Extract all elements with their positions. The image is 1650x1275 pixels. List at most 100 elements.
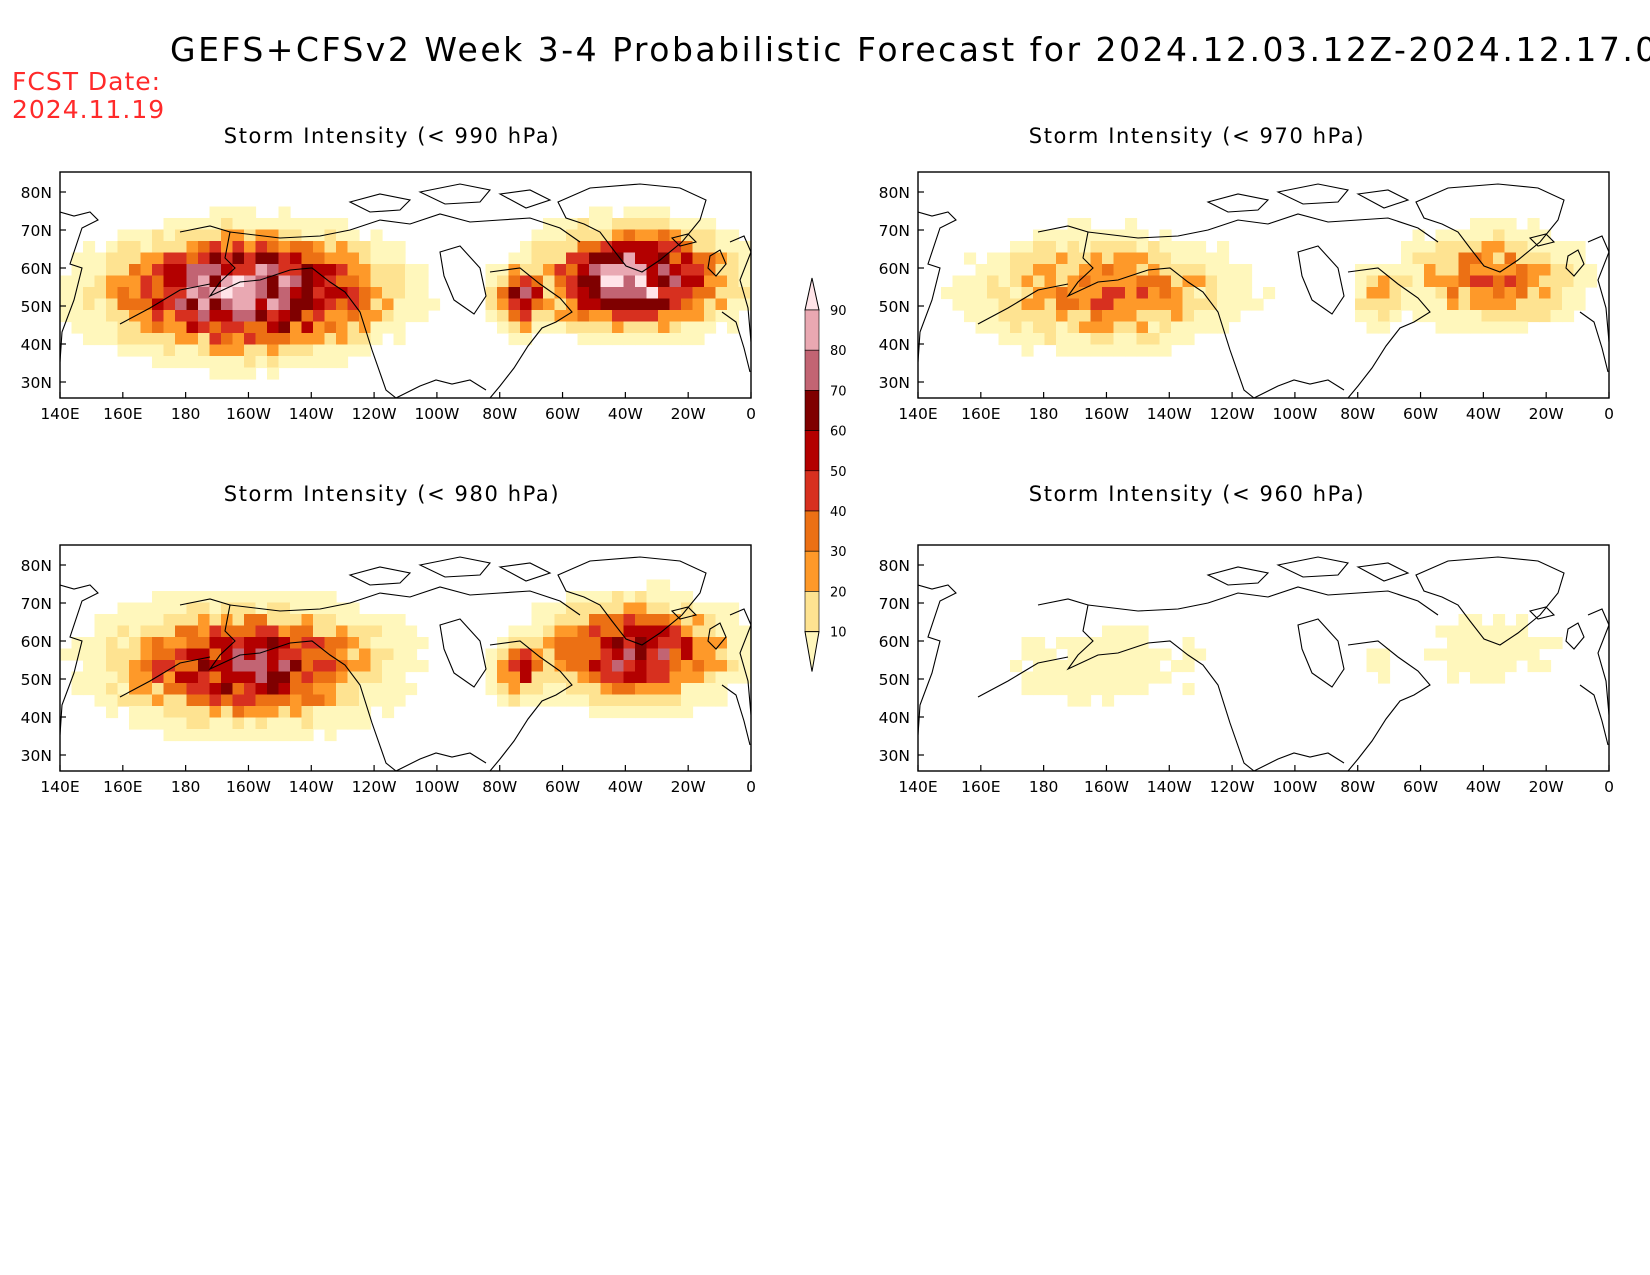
- probability-cell: [186, 637, 199, 650]
- probability-cell: [1102, 648, 1115, 661]
- probability-cell: [175, 683, 188, 696]
- probability-cell: [278, 614, 291, 627]
- probability-cell: [750, 275, 751, 288]
- probability-cell: [1504, 310, 1517, 323]
- probability-cell: [658, 241, 671, 254]
- probability-cell: [738, 660, 751, 673]
- probability-cell: [646, 648, 659, 661]
- x-tick-label: 100W: [1272, 405, 1317, 423]
- probability-cell: [1159, 298, 1172, 311]
- probability-cell: [301, 602, 314, 615]
- probability-cell: [1090, 241, 1103, 254]
- probability-cell: [232, 614, 245, 627]
- probability-cell: [1527, 275, 1540, 288]
- forecast-date-label: FCST Date:: [12, 67, 162, 96]
- probability-cell: [623, 637, 636, 650]
- probability-cell: [1504, 287, 1517, 300]
- probability-cell: [692, 241, 705, 254]
- probability-cell: [520, 321, 533, 334]
- probability-cell: [964, 310, 977, 323]
- probability-cell: [577, 602, 590, 615]
- x-tick-label: 40W: [1466, 778, 1501, 796]
- probability-cell: [416, 275, 429, 288]
- probability-cell: [186, 614, 199, 627]
- probability-cell: [186, 648, 199, 661]
- probability-cell: [163, 694, 176, 707]
- probability-cell: [106, 287, 119, 300]
- probability-cell: [382, 287, 395, 300]
- probability-cell: [1125, 218, 1138, 231]
- probability-cell: [278, 625, 291, 638]
- probability-cell: [646, 264, 659, 277]
- probability-cell: [347, 683, 360, 696]
- probability-cell: [117, 264, 130, 277]
- probability-cell: [278, 717, 291, 730]
- probability-cell: [94, 298, 107, 311]
- probability-cell: [175, 717, 188, 730]
- probability-cell: [140, 637, 153, 650]
- probability-cell: [727, 241, 740, 254]
- probability-cell: [1067, 298, 1080, 311]
- probability-cell: [727, 287, 740, 300]
- probability-cell: [998, 321, 1011, 334]
- probability-cell: [1447, 321, 1460, 334]
- probability-cell: [370, 287, 383, 300]
- probability-cell: [1378, 298, 1391, 311]
- probability-cell: [554, 683, 567, 696]
- probability-cell: [1136, 683, 1149, 696]
- probability-cell: [1033, 287, 1046, 300]
- probability-cell: [301, 694, 314, 707]
- probability-cell: [508, 264, 521, 277]
- probability-cell: [163, 648, 176, 661]
- probability-cell: [301, 275, 314, 288]
- probability-cell: [301, 625, 314, 638]
- probability-cell: [60, 648, 73, 661]
- probability-cell: [313, 648, 326, 661]
- probability-cell: [715, 275, 728, 288]
- y-tick-label: 70N: [21, 595, 52, 613]
- probability-cell: [336, 717, 349, 730]
- probability-cell: [106, 298, 119, 311]
- probability-cell: [750, 264, 751, 277]
- probability-cell: [1125, 671, 1138, 684]
- probability-cell: [554, 625, 567, 638]
- probability-cell: [129, 660, 142, 673]
- probability-cell: [658, 333, 671, 346]
- probability-cell: [255, 241, 268, 254]
- probability-cell: [1481, 264, 1494, 277]
- probability-cell: [727, 275, 740, 288]
- probability-cell: [117, 229, 130, 242]
- probability-cell: [106, 252, 119, 265]
- probability-cell: [416, 298, 429, 311]
- probability-cell: [612, 637, 625, 650]
- probability-cell: [1516, 298, 1529, 311]
- probability-cell: [152, 344, 165, 357]
- probability-cell: [1056, 229, 1069, 242]
- probability-cell: [635, 591, 648, 604]
- probability-cell: [1171, 298, 1184, 311]
- probability-cell: [117, 287, 130, 300]
- probability-cell: [612, 264, 625, 277]
- probability-cell: [1217, 241, 1230, 254]
- probability-cell: [589, 241, 602, 254]
- probability-cell: [531, 229, 544, 242]
- probability-cell: [267, 706, 280, 719]
- y-tick-label: 70N: [21, 222, 52, 240]
- probability-cell: [1470, 671, 1483, 684]
- probability-cell: [1504, 252, 1517, 265]
- probability-cell: [255, 321, 268, 334]
- probability-cell: [998, 310, 1011, 323]
- probability-cell: [163, 683, 176, 696]
- probability-cell: [278, 275, 291, 288]
- probability-cell: [106, 671, 119, 684]
- probability-cell: [738, 287, 751, 300]
- probability-cell: [531, 602, 544, 615]
- probability-cell: [1389, 310, 1402, 323]
- probability-cell: [393, 648, 406, 661]
- probability-cell: [370, 298, 383, 311]
- probability-cell: [692, 310, 705, 323]
- probability-cell: [198, 729, 211, 742]
- probability-cell: [1194, 275, 1207, 288]
- probability-cell: [106, 333, 119, 346]
- probability-cell: [106, 637, 119, 650]
